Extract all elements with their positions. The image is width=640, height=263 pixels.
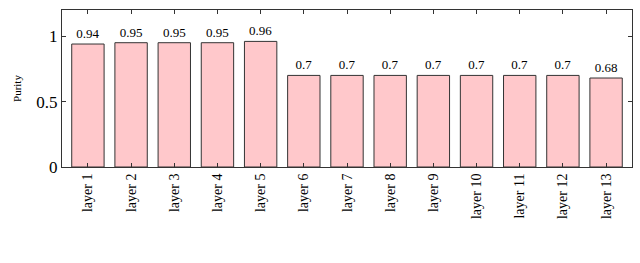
svg-text:layer 9: layer 9 xyxy=(426,174,441,212)
svg-text:layer 10: layer 10 xyxy=(469,174,484,219)
svg-text:0.94: 0.94 xyxy=(76,26,99,41)
svg-text:0.7: 0.7 xyxy=(295,57,312,72)
svg-text:0: 0 xyxy=(49,158,58,177)
svg-text:layer 3: layer 3 xyxy=(167,174,182,212)
svg-text:0.7: 0.7 xyxy=(382,57,399,72)
svg-text:0.7: 0.7 xyxy=(339,57,356,72)
svg-text:layer 6: layer 6 xyxy=(296,174,311,212)
svg-text:0.7: 0.7 xyxy=(425,57,442,72)
svg-text:layer 4: layer 4 xyxy=(210,174,225,212)
svg-text:layer 12: layer 12 xyxy=(555,174,570,219)
svg-text:layer 11: layer 11 xyxy=(512,174,527,219)
svg-text:Purity: Purity xyxy=(11,75,23,102)
svg-text:0.95: 0.95 xyxy=(120,25,143,40)
svg-text:0.7: 0.7 xyxy=(468,57,485,72)
svg-text:0.5: 0.5 xyxy=(36,93,57,112)
svg-text:0.7: 0.7 xyxy=(555,57,572,72)
svg-text:0.95: 0.95 xyxy=(163,25,186,40)
svg-text:0.96: 0.96 xyxy=(249,23,272,38)
svg-text:layer 13: layer 13 xyxy=(599,174,614,219)
svg-text:layer 2: layer 2 xyxy=(124,174,139,212)
svg-text:0.68: 0.68 xyxy=(595,60,618,75)
svg-text:0.7: 0.7 xyxy=(511,57,528,72)
svg-text:0.95: 0.95 xyxy=(206,25,229,40)
svg-text:1: 1 xyxy=(49,27,58,46)
svg-text:layer 1: layer 1 xyxy=(80,174,95,212)
svg-text:layer 7: layer 7 xyxy=(340,174,355,212)
svg-text:layer 8: layer 8 xyxy=(383,174,398,212)
svg-text:layer 5: layer 5 xyxy=(253,174,268,212)
